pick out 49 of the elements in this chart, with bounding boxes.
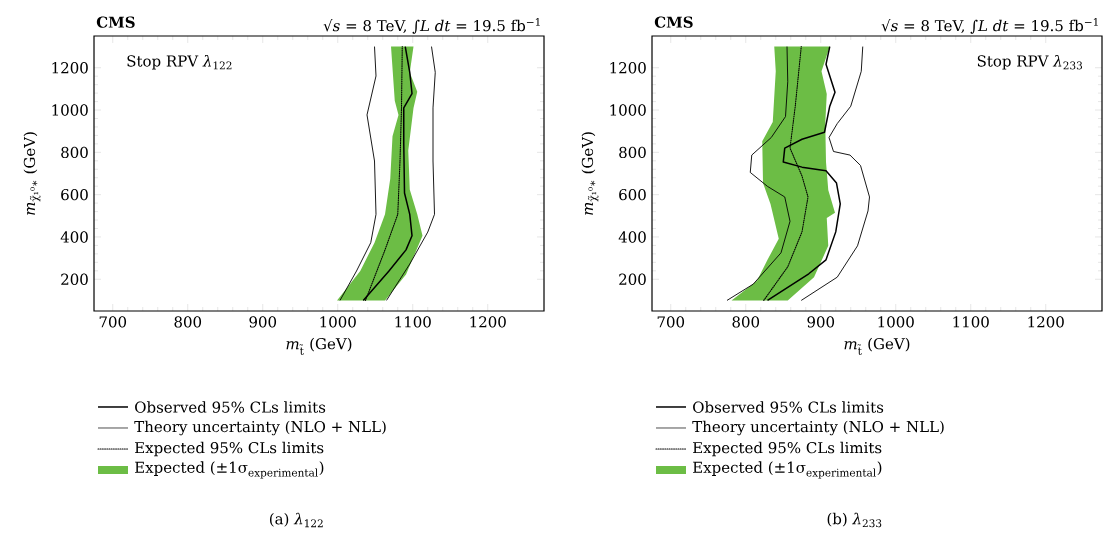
y-tick-label: 1200	[610, 62, 646, 74]
text: (a) λ$_{122}$	[269, 512, 323, 528]
line-series	[766, 45, 841, 302]
chart-title: CMS	[96, 16, 135, 28]
y-axis-title: m$_{χ̃₁⁰∗}$ (GeV)	[581, 132, 599, 215]
y-tick-label: 200	[61, 273, 88, 285]
x-tick-label: 900	[807, 316, 835, 328]
y-tick-label: 1200	[52, 62, 88, 74]
chart-title: CMS	[654, 16, 693, 28]
legend-label: Observed 95% CLs limits	[135, 401, 326, 413]
text: (b) λ$_{233}$	[827, 512, 882, 528]
y-tick-label: 400	[60, 231, 88, 243]
y-tick-label: 800	[619, 146, 646, 159]
x-tick-label: 1100	[953, 316, 989, 328]
x-tick-label: 800	[174, 316, 202, 328]
x-axis-title: m$_{t̃}$ (GeV)	[844, 337, 910, 355]
y-tick-label: 800	[61, 146, 88, 159]
y-tick-label: 600	[619, 188, 646, 201]
legend-label: Theory uncertainty (NLO + NLL)	[134, 420, 386, 436]
line-series	[726, 46, 791, 301]
x-tick-label: 700	[657, 316, 685, 328]
x-tick-label: 1200	[470, 316, 506, 328]
annotation: Stop RPV λ$_{233}$	[977, 54, 1083, 70]
line-series	[800, 46, 870, 301]
legend-label: $\text{Expected (±1σ}_{\text{experimental}}\text{)}$	[135, 461, 324, 479]
chart-subtitle: √s = 8 TeV, ∫L dt = 19.5 fb$^{−1}$	[323, 18, 540, 34]
x-tick-label: 700	[99, 316, 127, 328]
x-tick-label: 1000	[878, 316, 914, 328]
y-tick-label: 1000	[52, 104, 88, 116]
y-axis-title: m$_{χ̃₁⁰∗}$ (GeV)	[23, 132, 41, 215]
y-tick-label: 400	[618, 231, 646, 243]
x-tick-label: 800	[732, 316, 760, 328]
y-tick-label: 1000	[610, 104, 646, 116]
legend-label: $\text{Expected (±1σ}_{\text{experimental}}\text{)}$	[693, 461, 882, 479]
legend-label: Theory uncertainty (NLO + NLL)	[692, 420, 944, 436]
annotation: Stop RPV λ$_{122}$	[127, 54, 232, 70]
legend-label: Observed 95% CLs limits	[693, 401, 884, 413]
x-axis-title: m$_{t̃}$ (GeV)	[286, 337, 352, 355]
chart-subtitle: √s = 8 TeV, ∫L dt = 19.5 fb$^{−1}$	[881, 18, 1098, 34]
line-series	[339, 46, 377, 301]
legend-label: Expected 95% CLs limits	[135, 441, 324, 457]
y-tick-label: 600	[61, 188, 88, 201]
line-series	[386, 46, 436, 301]
y-tick-label: 200	[619, 273, 646, 285]
x-tick-label: 900	[249, 316, 277, 328]
x-tick-label: 1200	[1028, 316, 1064, 328]
legend-label: Expected 95% CLs limits	[693, 441, 882, 457]
x-tick-label: 1100	[395, 316, 431, 328]
x-tick-label: 1000	[320, 316, 356, 328]
